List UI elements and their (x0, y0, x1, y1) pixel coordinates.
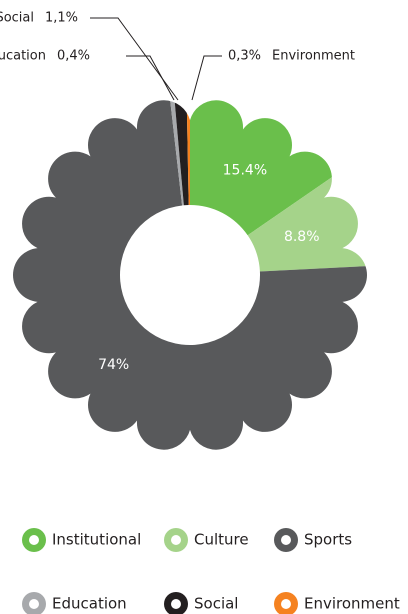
pie-slice (13, 100, 367, 450)
callout-name: Environment (272, 49, 355, 64)
leader-line (90, 17, 179, 101)
callout-value: 0,3% (228, 49, 261, 64)
legend-label: Culture (194, 531, 249, 549)
data-label: 74% (98, 357, 129, 373)
leader-line (191, 55, 222, 101)
legend-icon-hole (29, 599, 39, 609)
leader-line (126, 55, 175, 101)
legend-icon-hole (171, 599, 181, 609)
legend-icon-hole (171, 535, 181, 545)
legend-icon-hole (29, 535, 39, 545)
legend-label: Environment (304, 595, 400, 613)
legend-label: Social (194, 595, 238, 613)
callout-name: Education (0, 49, 46, 64)
pie-slice (190, 100, 355, 236)
legend-label: Sports (304, 531, 352, 549)
legend-label: Institutional (52, 531, 141, 549)
callout-name: Social (0, 11, 34, 26)
pie-slice (167, 100, 184, 206)
pie (13, 100, 367, 450)
data-label: 15.4% (223, 163, 267, 179)
callout-value: 1,1% (45, 11, 78, 26)
callout-value: 0,4% (57, 49, 90, 64)
data-label: 8.8% (284, 229, 320, 245)
legend-label: Education (52, 595, 127, 613)
legend-icon-hole (281, 535, 291, 545)
legend-icon-hole (281, 599, 291, 609)
